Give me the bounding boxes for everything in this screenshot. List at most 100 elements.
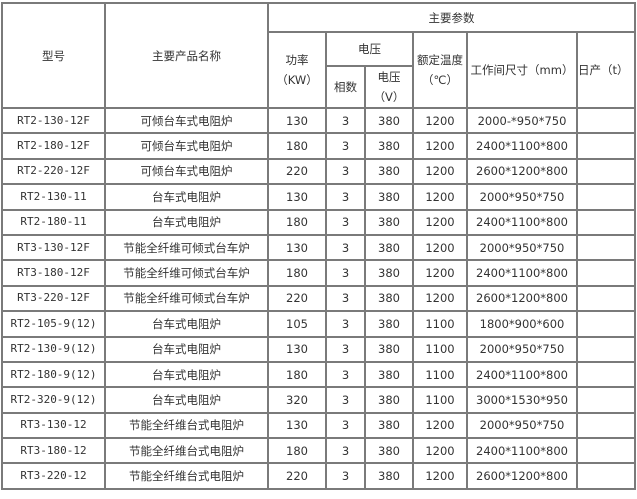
cell-model: RT3-130-12 [1, 411, 106, 440]
cell-output [576, 360, 636, 389]
header-phases: 相数 [325, 65, 366, 109]
cell-output [576, 462, 636, 490]
cell-voltage: 380 [364, 310, 414, 338]
cell-power: 220 [267, 284, 327, 313]
cell-power: 180 [267, 360, 327, 389]
table-row: RT3-130-12 节能全纤维台式电阻炉 130 3 380 1200 2000*950*… [1, 411, 636, 440]
cell-output [576, 208, 636, 236]
cell-output [576, 233, 636, 262]
cell-name: 节能全纤维台式电阻炉 [104, 411, 269, 440]
cell-name: 台车式电阻炉 [104, 183, 269, 211]
header-rated-temp: 额定温度 （℃） [412, 31, 468, 109]
cell-model: RT2-320-9(12) [1, 386, 106, 414]
cell-output [576, 183, 636, 211]
cell-phases: 3 [325, 411, 366, 440]
cell-power: 180 [267, 132, 327, 160]
cell-power: 130 [267, 183, 327, 211]
cell-phases: 3 [325, 157, 366, 186]
table-row: RT3-180-12F 节能全纤维可倾式台车炉 180 3 380 1200 2400*11… [1, 259, 636, 287]
table-row: RT2-180-9(12) 台车式电阻炉 180 3 380 1100 2400*1100*… [1, 360, 636, 389]
table-row: RT2-320-9(12) 台车式电阻炉 320 3 380 1100 3000*1530*… [1, 386, 636, 414]
cell-name: 台车式电阻炉 [104, 386, 269, 414]
cell-temp: 1200 [412, 259, 468, 287]
cell-name: 可倾台车式电阻炉 [104, 157, 269, 186]
cell-size: 2600*1200*800 [466, 157, 578, 186]
cell-model: RT2-130-9(12) [1, 335, 106, 363]
cell-size: 2000*950*750 [466, 233, 578, 262]
cell-phases: 3 [325, 106, 366, 135]
cell-phases: 3 [325, 360, 366, 389]
cell-voltage: 380 [364, 183, 414, 211]
cell-phases: 3 [325, 183, 366, 211]
cell-model: RT2-105-9(12) [1, 310, 106, 338]
cell-size: 2400*1100*800 [466, 360, 578, 389]
cell-model: RT3-180-12F [1, 259, 106, 287]
cell-name: 节能全纤维可倾式台车炉 [104, 233, 269, 262]
cell-name: 台车式电阻炉 [104, 208, 269, 236]
cell-voltage: 380 [364, 284, 414, 313]
cell-output [576, 259, 636, 287]
cell-power: 130 [267, 335, 327, 363]
cell-name: 节能全纤维可倾式台车炉 [104, 284, 269, 313]
cell-power: 180 [267, 208, 327, 236]
cell-phases: 3 [325, 462, 366, 490]
cell-voltage: 380 [364, 259, 414, 287]
table-row: RT3-130-12F 节能全纤维可倾式台车炉 130 3 380 1200 2000*95… [1, 233, 636, 262]
cell-name: 台车式电阻炉 [104, 310, 269, 338]
cell-temp: 1100 [412, 310, 468, 338]
header-product-name: 主要产品名称 [104, 2, 269, 109]
cell-temp: 1200 [412, 132, 468, 160]
cell-temp: 1200 [412, 411, 468, 440]
cell-model: RT3-220-12F [1, 284, 106, 313]
cell-temp: 1200 [412, 106, 468, 135]
cell-size: 2000*950*750 [466, 335, 578, 363]
cell-model: RT2-180-11 [1, 208, 106, 236]
table-row: RT2-180-12F 可倾台车式电阻炉 180 3 380 1200 2400*1100*… [1, 132, 636, 160]
furnace-spec-table: 型号 主要产品名称 主要参数 功率 （KW） 电压 额定温度 （℃） 工作间尺寸（m… [1, 2, 636, 490]
cell-size: 1800*900*600 [466, 310, 578, 338]
cell-model: RT2-180-12F [1, 132, 106, 160]
table-row: RT2-105-9(12) 台车式电阻炉 105 3 380 1100 1800*900*6… [1, 310, 636, 338]
header-main-params: 主要参数 [267, 2, 636, 33]
cell-power: 130 [267, 411, 327, 440]
cell-model: RT3-220-12 [1, 462, 106, 490]
cell-name: 可倾台车式电阻炉 [104, 106, 269, 135]
cell-size: 2400*1100*800 [466, 259, 578, 287]
cell-power: 220 [267, 157, 327, 186]
table-row: RT2-130-9(12) 台车式电阻炉 130 3 380 1100 2000*950*7… [1, 335, 636, 363]
cell-model: RT2-130-12F [1, 106, 106, 135]
cell-name: 台车式电阻炉 [104, 335, 269, 363]
cell-output [576, 284, 636, 313]
cell-size: 2400*1100*800 [466, 208, 578, 236]
cell-model: RT2-180-9(12) [1, 360, 106, 389]
cell-temp: 1100 [412, 360, 468, 389]
cell-voltage: 380 [364, 233, 414, 262]
cell-temp: 1200 [412, 437, 468, 465]
table-row: RT2-130-11 台车式电阻炉 130 3 380 1200 2000*950*750 [1, 183, 636, 211]
cell-phases: 3 [325, 335, 366, 363]
table-row: RT2-220-12F 可倾台车式电阻炉 220 3 380 1200 2600*1200*… [1, 157, 636, 186]
cell-power: 105 [267, 310, 327, 338]
cell-temp: 1100 [412, 386, 468, 414]
cell-size: 2000-*950*750 [466, 106, 578, 135]
cell-voltage: 380 [364, 386, 414, 414]
cell-output [576, 310, 636, 338]
table-row: RT3-180-12 节能全纤维台式电阻炉 180 3 380 1200 2400*1100… [1, 437, 636, 465]
cell-temp: 1200 [412, 233, 468, 262]
cell-phases: 3 [325, 310, 366, 338]
cell-voltage: 380 [364, 411, 414, 440]
cell-size: 2400*1100*800 [466, 132, 578, 160]
cell-phases: 3 [325, 284, 366, 313]
header-daily-output: 日产（t） [576, 31, 636, 109]
cell-output [576, 132, 636, 160]
cell-name: 可倾台车式电阻炉 [104, 132, 269, 160]
cell-power: 130 [267, 106, 327, 135]
cell-voltage: 380 [364, 157, 414, 186]
cell-model: RT2-220-12F [1, 157, 106, 186]
cell-power: 180 [267, 437, 327, 465]
cell-temp: 1100 [412, 335, 468, 363]
header-model: 型号 [1, 2, 106, 109]
table-row: RT3-220-12F 节能全纤维可倾式台车炉 220 3 380 1200 2600*12… [1, 284, 636, 313]
cell-voltage: 380 [364, 106, 414, 135]
cell-size: 2600*1200*800 [466, 284, 578, 313]
